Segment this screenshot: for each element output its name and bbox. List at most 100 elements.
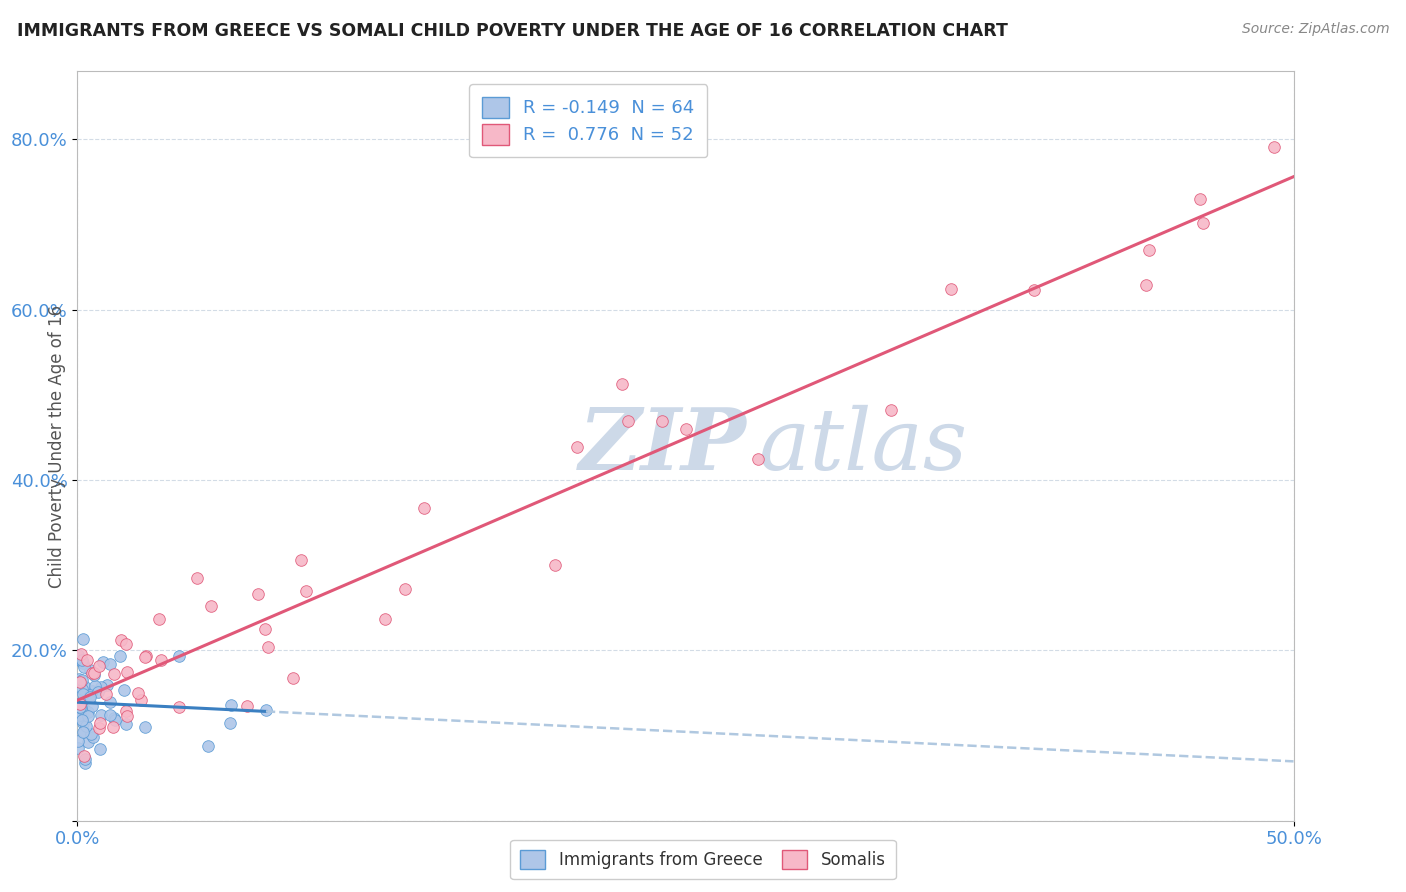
Point [66, 705, 89, 719]
Point [80, 726, 103, 740]
Point [295, 583, 318, 598]
Point [103, 667, 125, 681]
Point [98, 657, 121, 671]
Point [114, 637, 136, 651]
Point [169, 700, 191, 714]
Point [103, 711, 125, 725]
Point [72, 701, 94, 715]
Point [75, 719, 97, 733]
Point [77, 734, 100, 748]
Point [1263, 140, 1285, 154]
Point [70, 682, 93, 697]
Point [148, 612, 170, 626]
Point [374, 612, 396, 626]
Point [235, 698, 257, 713]
Point [75, 752, 97, 766]
Y-axis label: Child Poverty Under the Age of 16: Child Poverty Under the Age of 16 [48, 304, 66, 588]
Point [73, 725, 96, 739]
Point [1192, 216, 1215, 230]
Point [93, 655, 115, 669]
Point [135, 648, 157, 663]
Text: atlas: atlas [758, 405, 967, 487]
Point [290, 553, 312, 567]
Point [169, 649, 191, 664]
Point [72, 679, 94, 693]
Point [565, 440, 588, 454]
Point [79, 664, 101, 678]
Legend: Immigrants from Greece, Somalis: Immigrants from Greece, Somalis [510, 840, 896, 880]
Point [651, 414, 673, 428]
Point [87, 685, 110, 699]
Point [880, 403, 903, 417]
Point [69, 700, 91, 714]
Point [67, 741, 90, 756]
Point [219, 698, 242, 712]
Point [610, 377, 633, 392]
Point [110, 632, 132, 647]
Point [82, 665, 104, 680]
Point [197, 739, 219, 753]
Point [98, 708, 121, 723]
Point [79, 690, 101, 705]
Point [75, 689, 97, 703]
Point [83, 667, 105, 681]
Point [675, 422, 697, 436]
Point [115, 704, 138, 718]
Point [747, 451, 769, 466]
Text: Source: ZipAtlas.com: Source: ZipAtlas.com [1241, 22, 1389, 37]
Point [67, 648, 90, 662]
Point [70, 701, 93, 715]
Point [84, 679, 107, 693]
Point [69, 697, 91, 711]
Point [70, 647, 93, 661]
Point [82, 731, 104, 745]
Point [98, 695, 121, 709]
Point [186, 571, 208, 585]
Point [72, 632, 94, 646]
Point [247, 587, 270, 601]
Point [941, 282, 963, 296]
Point [89, 715, 111, 730]
Point [200, 599, 222, 613]
Point [70, 653, 93, 667]
Point [1135, 278, 1157, 293]
Point [66, 734, 89, 748]
Point [134, 649, 156, 664]
Point [94, 687, 117, 701]
Point [69, 705, 91, 719]
Point [127, 686, 149, 700]
Point [77, 705, 100, 719]
Point [83, 665, 105, 680]
Point [72, 656, 94, 670]
Point [67, 672, 90, 686]
Point [394, 582, 416, 597]
Point [254, 703, 277, 717]
Point [73, 748, 96, 763]
Point [72, 687, 94, 701]
Legend: R = -0.149  N = 64, R =  0.776  N = 52: R = -0.149 N = 64, R = 0.776 N = 52 [470, 84, 707, 158]
Point [76, 652, 98, 666]
Point [103, 720, 125, 734]
Point [96, 677, 118, 691]
Point [90, 707, 112, 722]
Point [70, 673, 93, 687]
Point [112, 683, 135, 698]
Point [87, 659, 110, 673]
Point [76, 709, 98, 723]
Point [254, 622, 277, 636]
Point [218, 715, 240, 730]
Point [70, 713, 93, 727]
Point [617, 415, 640, 429]
Point [80, 684, 103, 698]
Point [69, 696, 91, 710]
Point [73, 756, 96, 770]
Point [73, 660, 96, 674]
Point [281, 671, 304, 685]
Point [110, 648, 132, 663]
Point [114, 717, 136, 731]
Point [87, 721, 110, 735]
Point [69, 675, 91, 690]
Point [72, 716, 94, 731]
Point [544, 558, 567, 573]
Point [80, 699, 103, 714]
